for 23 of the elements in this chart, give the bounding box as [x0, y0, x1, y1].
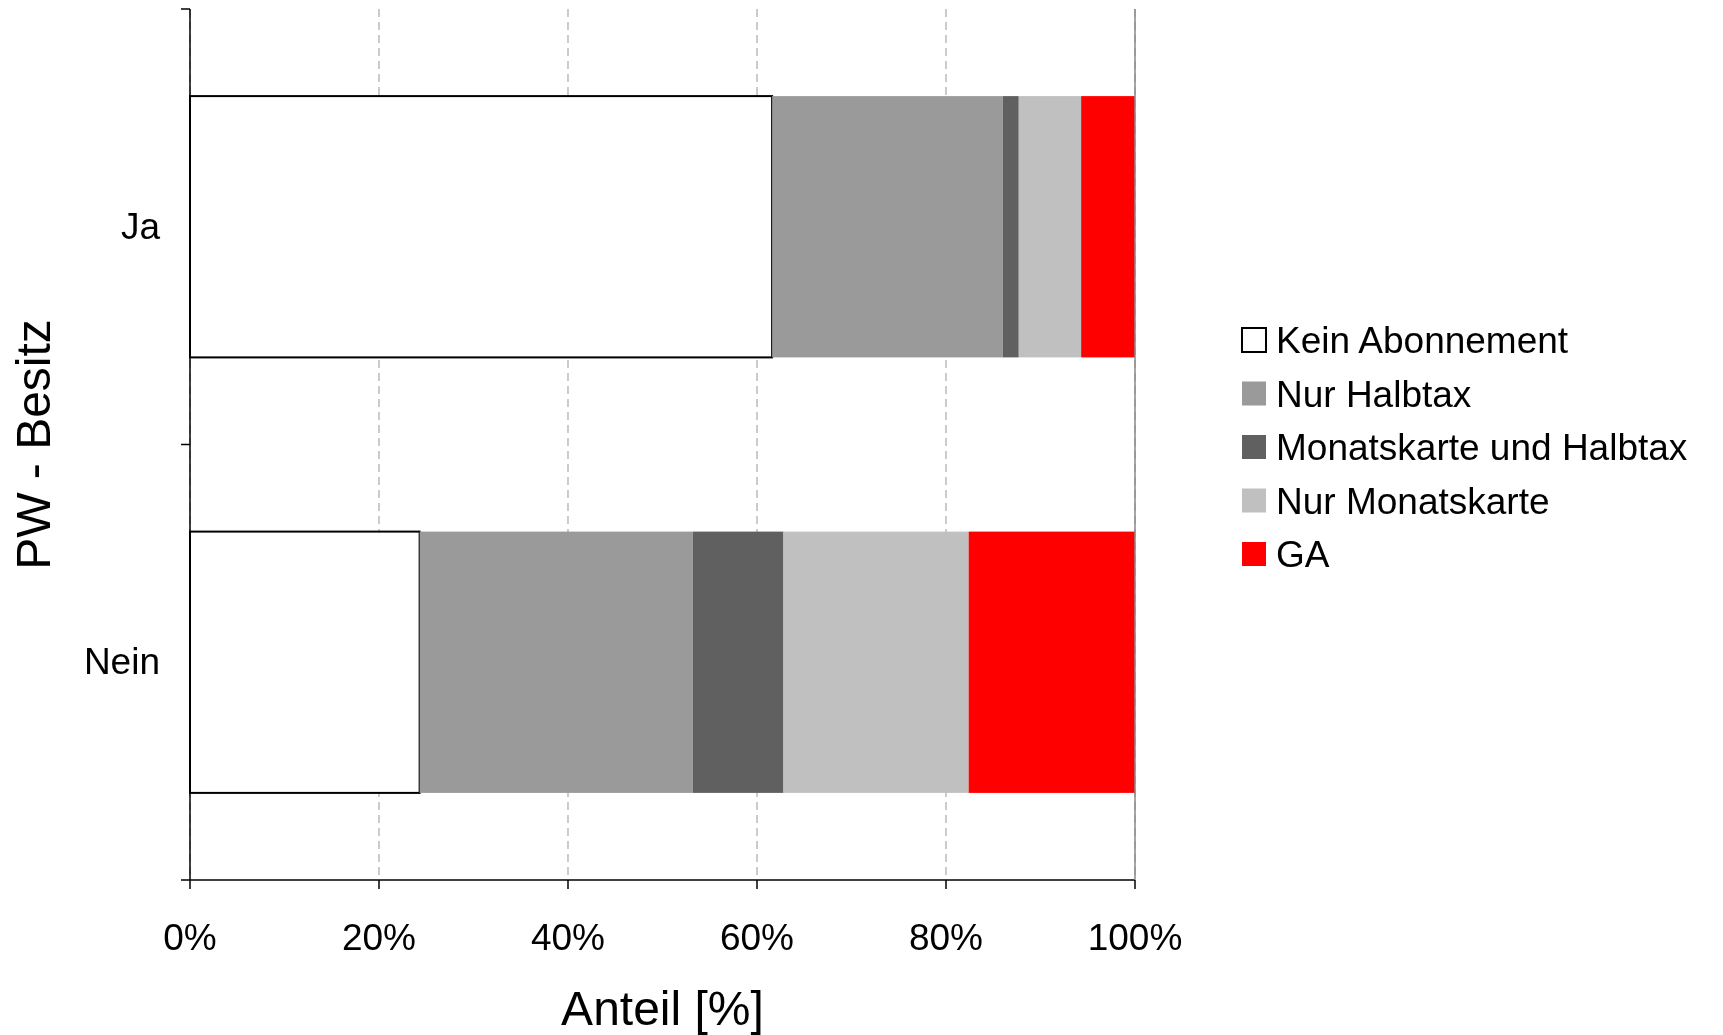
bar: [772, 96, 1003, 358]
x-tick-label: 40%: [530, 917, 606, 958]
y-tick-label: Nein: [83, 641, 160, 683]
bar: [1002, 96, 1019, 358]
x-tick-label: 20%: [341, 917, 417, 958]
y-axis-title: PW - Besitz: [7, 319, 60, 570]
bar: [968, 531, 1135, 793]
bar: [783, 531, 969, 793]
y-tick-label: Ja: [120, 205, 161, 247]
bar: [419, 531, 693, 793]
x-tick-label: 0%: [163, 917, 217, 958]
bar: [1018, 96, 1082, 358]
x-tick-label: 100%: [1087, 917, 1183, 958]
x-tick-label: 60%: [719, 917, 795, 958]
bar: [692, 531, 784, 793]
legend-label: Nur Monatskarte: [1276, 480, 1550, 522]
legend-label: GA: [1276, 534, 1330, 575]
legend-label: Nur Halbtax: [1276, 373, 1472, 415]
x-tick-label: 80%: [908, 917, 984, 958]
legend-label: Monatskarte und Halbtax: [1276, 427, 1688, 468]
legend-label: Kein Abonnement: [1276, 320, 1569, 361]
x-axis-title: Anteil [%]: [561, 982, 764, 1035]
bar: [1081, 96, 1136, 358]
